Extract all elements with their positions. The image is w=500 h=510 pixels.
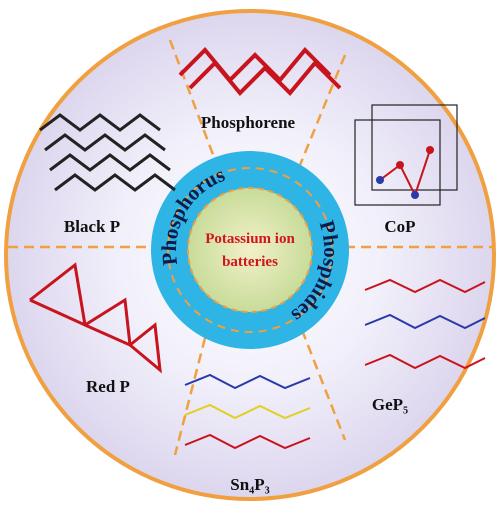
center-label: Potassium ion bbox=[205, 231, 295, 247]
segment-label: Black P bbox=[64, 217, 120, 236]
gep5-structure bbox=[364, 278, 486, 370]
segment-label: CoP bbox=[384, 217, 415, 236]
center-circle bbox=[187, 187, 313, 313]
black-p-structure bbox=[39, 113, 176, 192]
segment-label: Red P bbox=[86, 377, 130, 396]
segment-label: Sn₄P₃ bbox=[230, 475, 270, 494]
sn4p3-structure bbox=[184, 373, 311, 450]
cop-structure bbox=[354, 104, 458, 206]
phosphorene-structure bbox=[178, 47, 342, 96]
ring-dash bbox=[167, 167, 333, 333]
red-p-structure bbox=[29, 262, 162, 374]
center-label: batteries bbox=[222, 254, 278, 270]
segment-label: GeP₅ bbox=[372, 395, 408, 414]
dividers bbox=[8, 39, 492, 456]
segment-label: Phosphorene bbox=[201, 113, 296, 132]
